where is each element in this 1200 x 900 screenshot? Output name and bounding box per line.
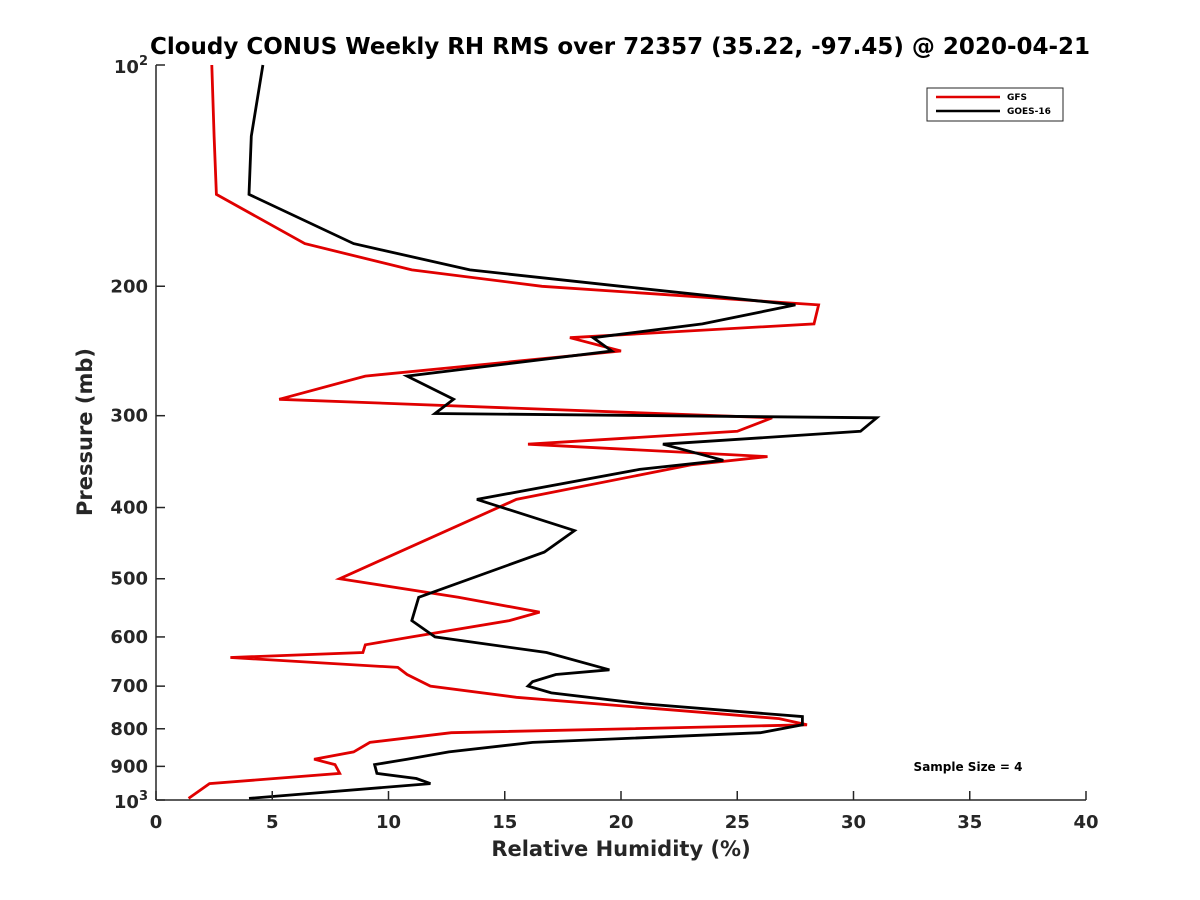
y-axis-label: Pressure (mb): [73, 348, 97, 516]
x-tick-label: 10: [376, 812, 401, 833]
x-tick-label: 35: [957, 812, 982, 833]
y-tick-label: 800: [110, 719, 148, 740]
y-tick-base: 10: [114, 57, 139, 78]
y-tick-label: 900: [110, 756, 148, 777]
y-tick-base: 10: [114, 792, 139, 813]
y-tick-label: 200: [110, 276, 148, 297]
y-tick-label: 400: [110, 498, 148, 519]
x-tick-label: 40: [1073, 812, 1098, 833]
legend-label: GFS: [1007, 93, 1027, 103]
x-tick-label: 0: [150, 812, 163, 833]
legend: GFS GOES-16: [926, 87, 1064, 122]
legend-label: GOES-16: [1007, 107, 1051, 117]
chart-title: Cloudy CONUS Weekly RH RMS over 72357 (3…: [150, 34, 1090, 60]
legend-box: [926, 87, 1064, 122]
x-tick-label: 15: [492, 812, 517, 833]
x-tick-label: 5: [266, 812, 279, 833]
series-line-gfs: [187, 64, 821, 800]
x-axis-label: Relative Humidity (%): [491, 837, 750, 861]
y-tick-label: 500: [110, 569, 148, 590]
x-ticks: 0 5 10 15 20 25 30 35 40: [150, 791, 1099, 833]
axes: [155, 65, 1086, 801]
y-tick-exponent: 2: [139, 54, 148, 69]
x-tick-label: 20: [608, 812, 633, 833]
y-tick-label: 102: [114, 54, 148, 78]
y-tick-label: 700: [110, 676, 148, 697]
sample-size-annotation: Sample Size = 4: [914, 760, 1023, 774]
x-tick-label: 25: [725, 812, 750, 833]
series-line-goes-16: [247, 64, 881, 800]
x-tick-label: 30: [841, 812, 866, 833]
y-tick-label: 600: [110, 627, 148, 648]
y-tick-label: 300: [110, 406, 148, 427]
y-tick-exponent: 3: [139, 789, 148, 804]
series-layer: [187, 64, 881, 800]
y-tick-label: 103: [114, 789, 148, 813]
